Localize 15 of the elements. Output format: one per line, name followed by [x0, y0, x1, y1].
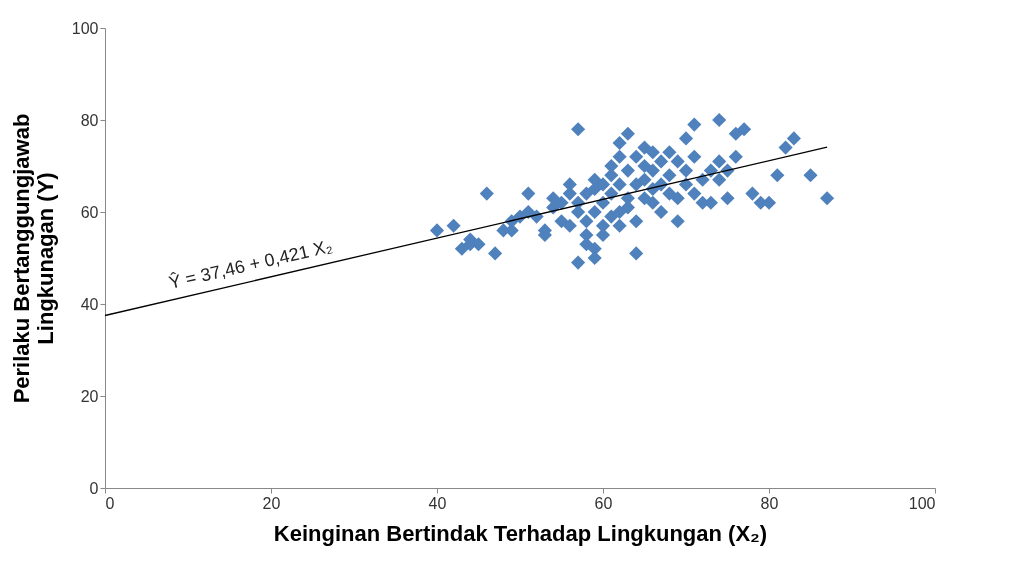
- x-tick-label: 20: [262, 494, 281, 512]
- x-tick-label: 60: [594, 494, 613, 512]
- y-tick-label: 60: [80, 203, 99, 221]
- y-axis-title: Perilaku Bertanggungjawab Lingkunagan (Y): [8, 113, 58, 404]
- x-axis-title: Keinginan Bertindak Terhadap Lingkungan (X₂): [273, 520, 768, 546]
- y-tick-label: 20: [80, 387, 99, 405]
- y-tick-label: 80: [80, 111, 99, 129]
- x-tick-label: 80: [760, 494, 779, 512]
- x-tick-label: 0: [105, 494, 115, 512]
- x-tick-label: 100: [908, 494, 936, 512]
- annotation: Ŷ = 37,46 + 0,421 X₂: [166, 235, 335, 293]
- y-tick-label: 100: [71, 19, 99, 37]
- y-tick-label: 40: [80, 295, 99, 313]
- x-tick-label: 40: [428, 494, 447, 512]
- y-tick-label: 0: [89, 479, 99, 497]
